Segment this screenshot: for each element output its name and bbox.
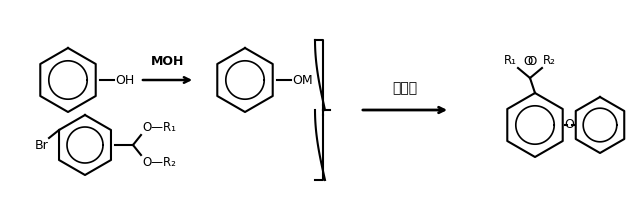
Text: OH: OH (115, 73, 134, 86)
Text: O—R₁: O—R₁ (142, 121, 176, 134)
Text: OM: OM (292, 73, 313, 86)
Text: Br: Br (34, 139, 48, 152)
Text: O: O (527, 55, 537, 68)
Text: MOH: MOH (151, 55, 184, 68)
Text: R₂: R₂ (543, 54, 556, 67)
Text: O—R₂: O—R₂ (142, 156, 176, 169)
Text: R₁: R₁ (504, 54, 517, 67)
Text: 催化剂: 催化剂 (392, 81, 418, 95)
Text: O: O (523, 55, 533, 68)
Text: O: O (564, 118, 574, 132)
